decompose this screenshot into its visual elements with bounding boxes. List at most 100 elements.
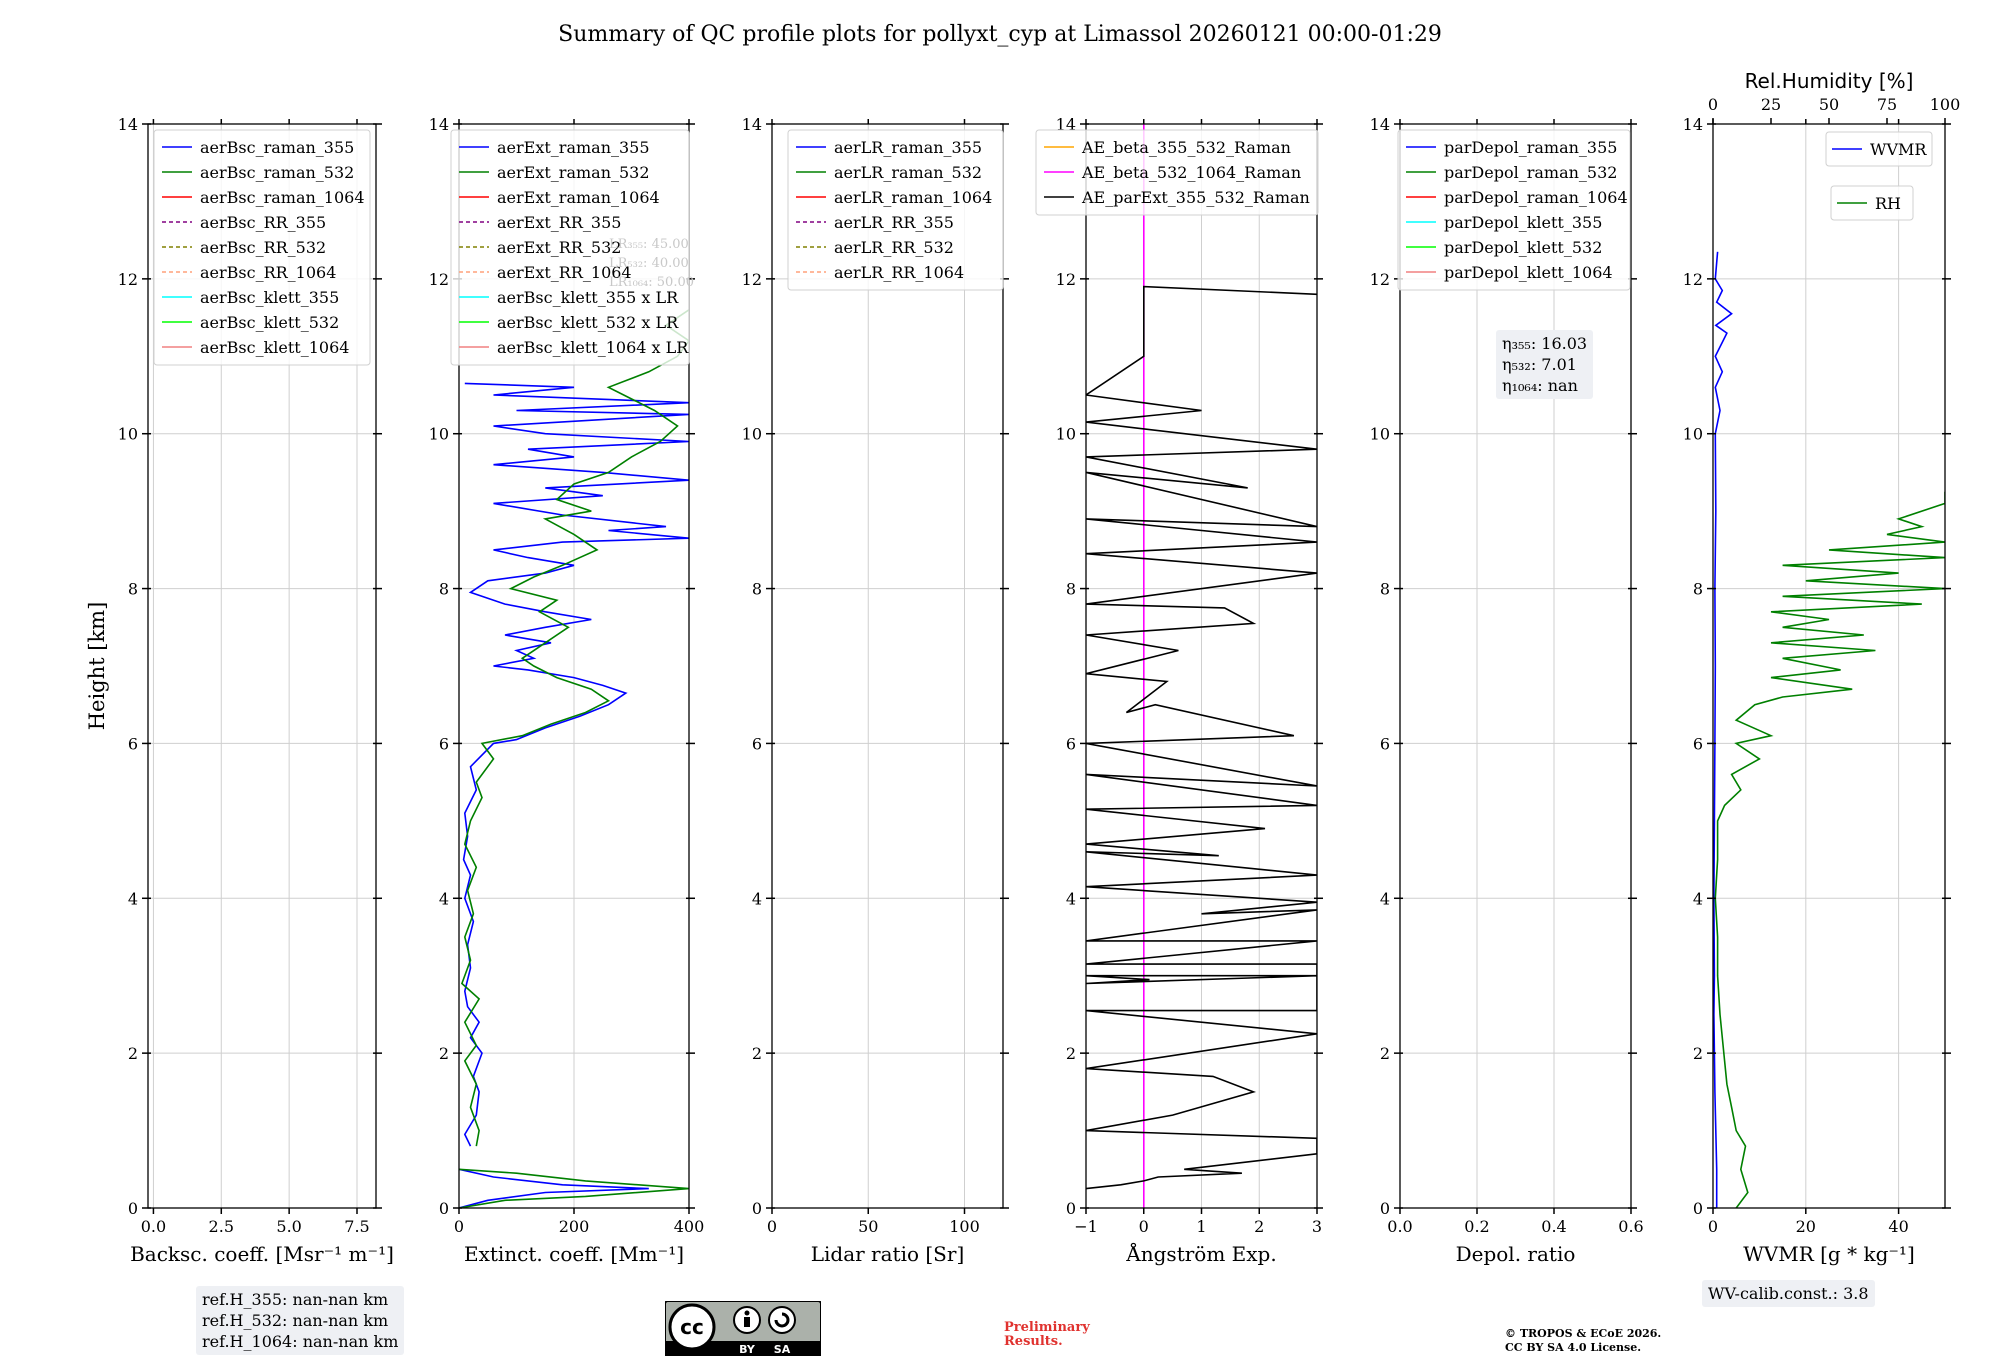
legend: aerBsc_raman_355 aerBsc_raman_532 aerBsc_r… xyxy=(153,129,371,366)
xaxis-label: WVMR [g * kg⁻¹] xyxy=(1743,1242,1915,1266)
ytick-label: 10 xyxy=(742,425,762,444)
xtick-label: 0.4 xyxy=(1541,1217,1566,1236)
lr-annotation: LR₃₅₅: 45.00 xyxy=(609,237,689,252)
ytick-label: 14 xyxy=(1056,115,1076,134)
top-xtick-label: 50 xyxy=(1819,95,1839,114)
subplot-5: 0 2 4 6 8 10 12 14 0.0 0.2 0.4 0.6 Depol. ratio parDe… xyxy=(1370,115,1644,1266)
subplot-1: 0 2 4 6 8 10 12 14 0.0 2.5 5.0 7.5 Backsc. coeff. [M… xyxy=(118,115,394,1266)
copyright-line2: CC BY SA 4.0 License. xyxy=(1505,1341,1642,1354)
legend-label: aerLR_raman_1064 xyxy=(834,188,992,207)
ytick-label: 6 xyxy=(1693,734,1703,753)
legend-label: AE_beta_532_1064_Raman xyxy=(1081,163,1301,182)
legend-frame xyxy=(1825,131,1933,167)
reference-height-box: ref.H_355: nan-nan km ref.H_532: nan-nan… xyxy=(196,1286,405,1355)
ytick-label: 2 xyxy=(752,1044,762,1063)
legend-label: aerBsc_raman_1064 xyxy=(200,188,365,207)
ytick-label: 6 xyxy=(752,734,762,753)
legend-label: aerLR_RR_1064 xyxy=(834,263,964,282)
legend: aerExt_raman_355 aerExt_raman_532 aerExt_r… xyxy=(450,129,690,366)
subplot-3: 0 2 4 6 8 10 12 14 0 50 100 Lidar ratio [Sr] aerLR_r… xyxy=(742,115,1009,1266)
legend-label: aerExt_raman_355 xyxy=(497,138,650,157)
copyright-note: © TROPOS & ECoE 2026. CC BY SA 4.0 Licen… xyxy=(1505,1327,1661,1355)
figure-title: Summary of QC profile plots for pollyxt_… xyxy=(558,22,1442,47)
copyright-line1: © TROPOS & ECoE 2026. xyxy=(1505,1327,1662,1340)
ytick-label: 2 xyxy=(1066,1044,1076,1063)
series-aerExt_raman_355 xyxy=(462,382,689,1147)
xtick-label: 0 xyxy=(1139,1217,1149,1236)
xtick-label: 0.2 xyxy=(1464,1217,1489,1236)
ytick-label: 8 xyxy=(1693,580,1703,599)
legend-frame xyxy=(153,129,371,366)
legend-label: parDepol_raman_532 xyxy=(1444,163,1617,182)
legend-label: aerBsc_raman_355 xyxy=(200,138,354,157)
legend-label: aerBsc_RR_355 xyxy=(200,213,326,232)
lr-annotation: LR₅₃₂: 40.00 xyxy=(609,256,689,271)
xtick-label: 0.0 xyxy=(1387,1217,1412,1236)
eta-box: η₃₅₅: 16.03 η₅₃₂: 7.01 η₁₀₆₄: nan xyxy=(1496,330,1594,399)
wv-calib-box: WV-calib.const.: 3.8 xyxy=(1702,1280,1875,1307)
xtick-label: 50 xyxy=(858,1217,878,1236)
legend-label: parDepol_klett_1064 xyxy=(1444,263,1613,282)
legend-frame xyxy=(1830,185,1914,221)
xtick-label: 1 xyxy=(1196,1217,1206,1236)
xtick-label: 2.5 xyxy=(209,1217,234,1236)
ytick-label: 2 xyxy=(1380,1044,1390,1063)
legend-label: AE_beta_355_532_Raman xyxy=(1081,138,1291,157)
ytick-label: 4 xyxy=(439,889,449,908)
eta-355: η₃₅₅: 16.03 xyxy=(1502,334,1588,353)
xtick-label: 200 xyxy=(559,1217,590,1236)
legend-label: parDepol_klett_355 xyxy=(1444,213,1602,232)
ytick-label: 2 xyxy=(439,1044,449,1063)
ytick-label: 8 xyxy=(752,580,762,599)
eta-532: η₅₃₂: 7.01 xyxy=(1502,355,1577,374)
yaxis-label: Height [km] xyxy=(85,602,109,731)
ytick-label: 12 xyxy=(1370,270,1390,289)
ytick-label: 0 xyxy=(752,1199,762,1218)
top-xtick-label: 25 xyxy=(1761,95,1781,114)
ytick-label: 14 xyxy=(742,115,762,134)
ytick-label: 8 xyxy=(1380,580,1390,599)
legend-label: parDepol_raman_1064 xyxy=(1444,188,1628,207)
ytick-label: 2 xyxy=(1693,1044,1703,1063)
preliminary-note: Preliminary Results. xyxy=(1004,1321,1090,1349)
ytick-label: 0 xyxy=(1380,1199,1390,1218)
ytick-label: 2 xyxy=(128,1044,138,1063)
preliminary-line1: Preliminary xyxy=(1004,1320,1090,1335)
sa-icon xyxy=(768,1306,796,1334)
xaxis-label: Ångström Exp. xyxy=(1125,1241,1276,1266)
xtick-label: 7.5 xyxy=(344,1217,369,1236)
legend-label: RH xyxy=(1875,194,1901,213)
ytick-label: 14 xyxy=(1683,115,1703,134)
xtick-label: 400 xyxy=(674,1217,705,1236)
top-xtick-label: 75 xyxy=(1877,95,1897,114)
legend-label: aerLR_raman_532 xyxy=(834,163,982,182)
ytick-label: 4 xyxy=(128,889,138,908)
preliminary-line2: Results. xyxy=(1004,1334,1063,1349)
xaxis-label: Extinct. coeff. [Mm⁻¹] xyxy=(464,1242,684,1266)
by-text: BY xyxy=(739,1343,756,1356)
xtick-label: 100 xyxy=(949,1217,980,1236)
legend-label: aerBsc_klett_532 x LR xyxy=(497,313,679,332)
ytick-label: 10 xyxy=(1683,425,1703,444)
ytick-label: 6 xyxy=(1380,734,1390,753)
legend-label: aerBsc_klett_355 xyxy=(200,288,339,307)
axes-frame xyxy=(771,123,1004,1209)
ytick-label: 8 xyxy=(1066,580,1076,599)
refh-532: ref.H_532: nan-nan km xyxy=(202,1311,389,1330)
top-xaxis-label: Rel.Humidity [%] xyxy=(1745,69,1914,93)
legend-label: aerBsc_raman_532 xyxy=(200,163,354,182)
legend-label: aerExt_RR_1064 xyxy=(497,263,632,282)
legend-frame xyxy=(787,129,1004,291)
ytick-label: 10 xyxy=(1370,425,1390,444)
legend: AE_beta_355_532_Raman AE_beta_532_1064_Ra… xyxy=(1035,129,1319,216)
legend: parDepol_raman_355 parDepol_raman_532 parD… xyxy=(1397,129,1631,291)
ytick-label: 6 xyxy=(1066,734,1076,753)
legend-label: aerExt_RR_355 xyxy=(497,213,621,232)
legend-label: aerLR_raman_355 xyxy=(834,138,982,157)
ytick-label: 10 xyxy=(118,425,138,444)
legend: aerLR_raman_355 aerLR_raman_532 aerLR_rama… xyxy=(787,129,1004,291)
xaxis-label: Depol. ratio xyxy=(1456,1242,1576,1266)
ytick-label: 10 xyxy=(429,425,449,444)
